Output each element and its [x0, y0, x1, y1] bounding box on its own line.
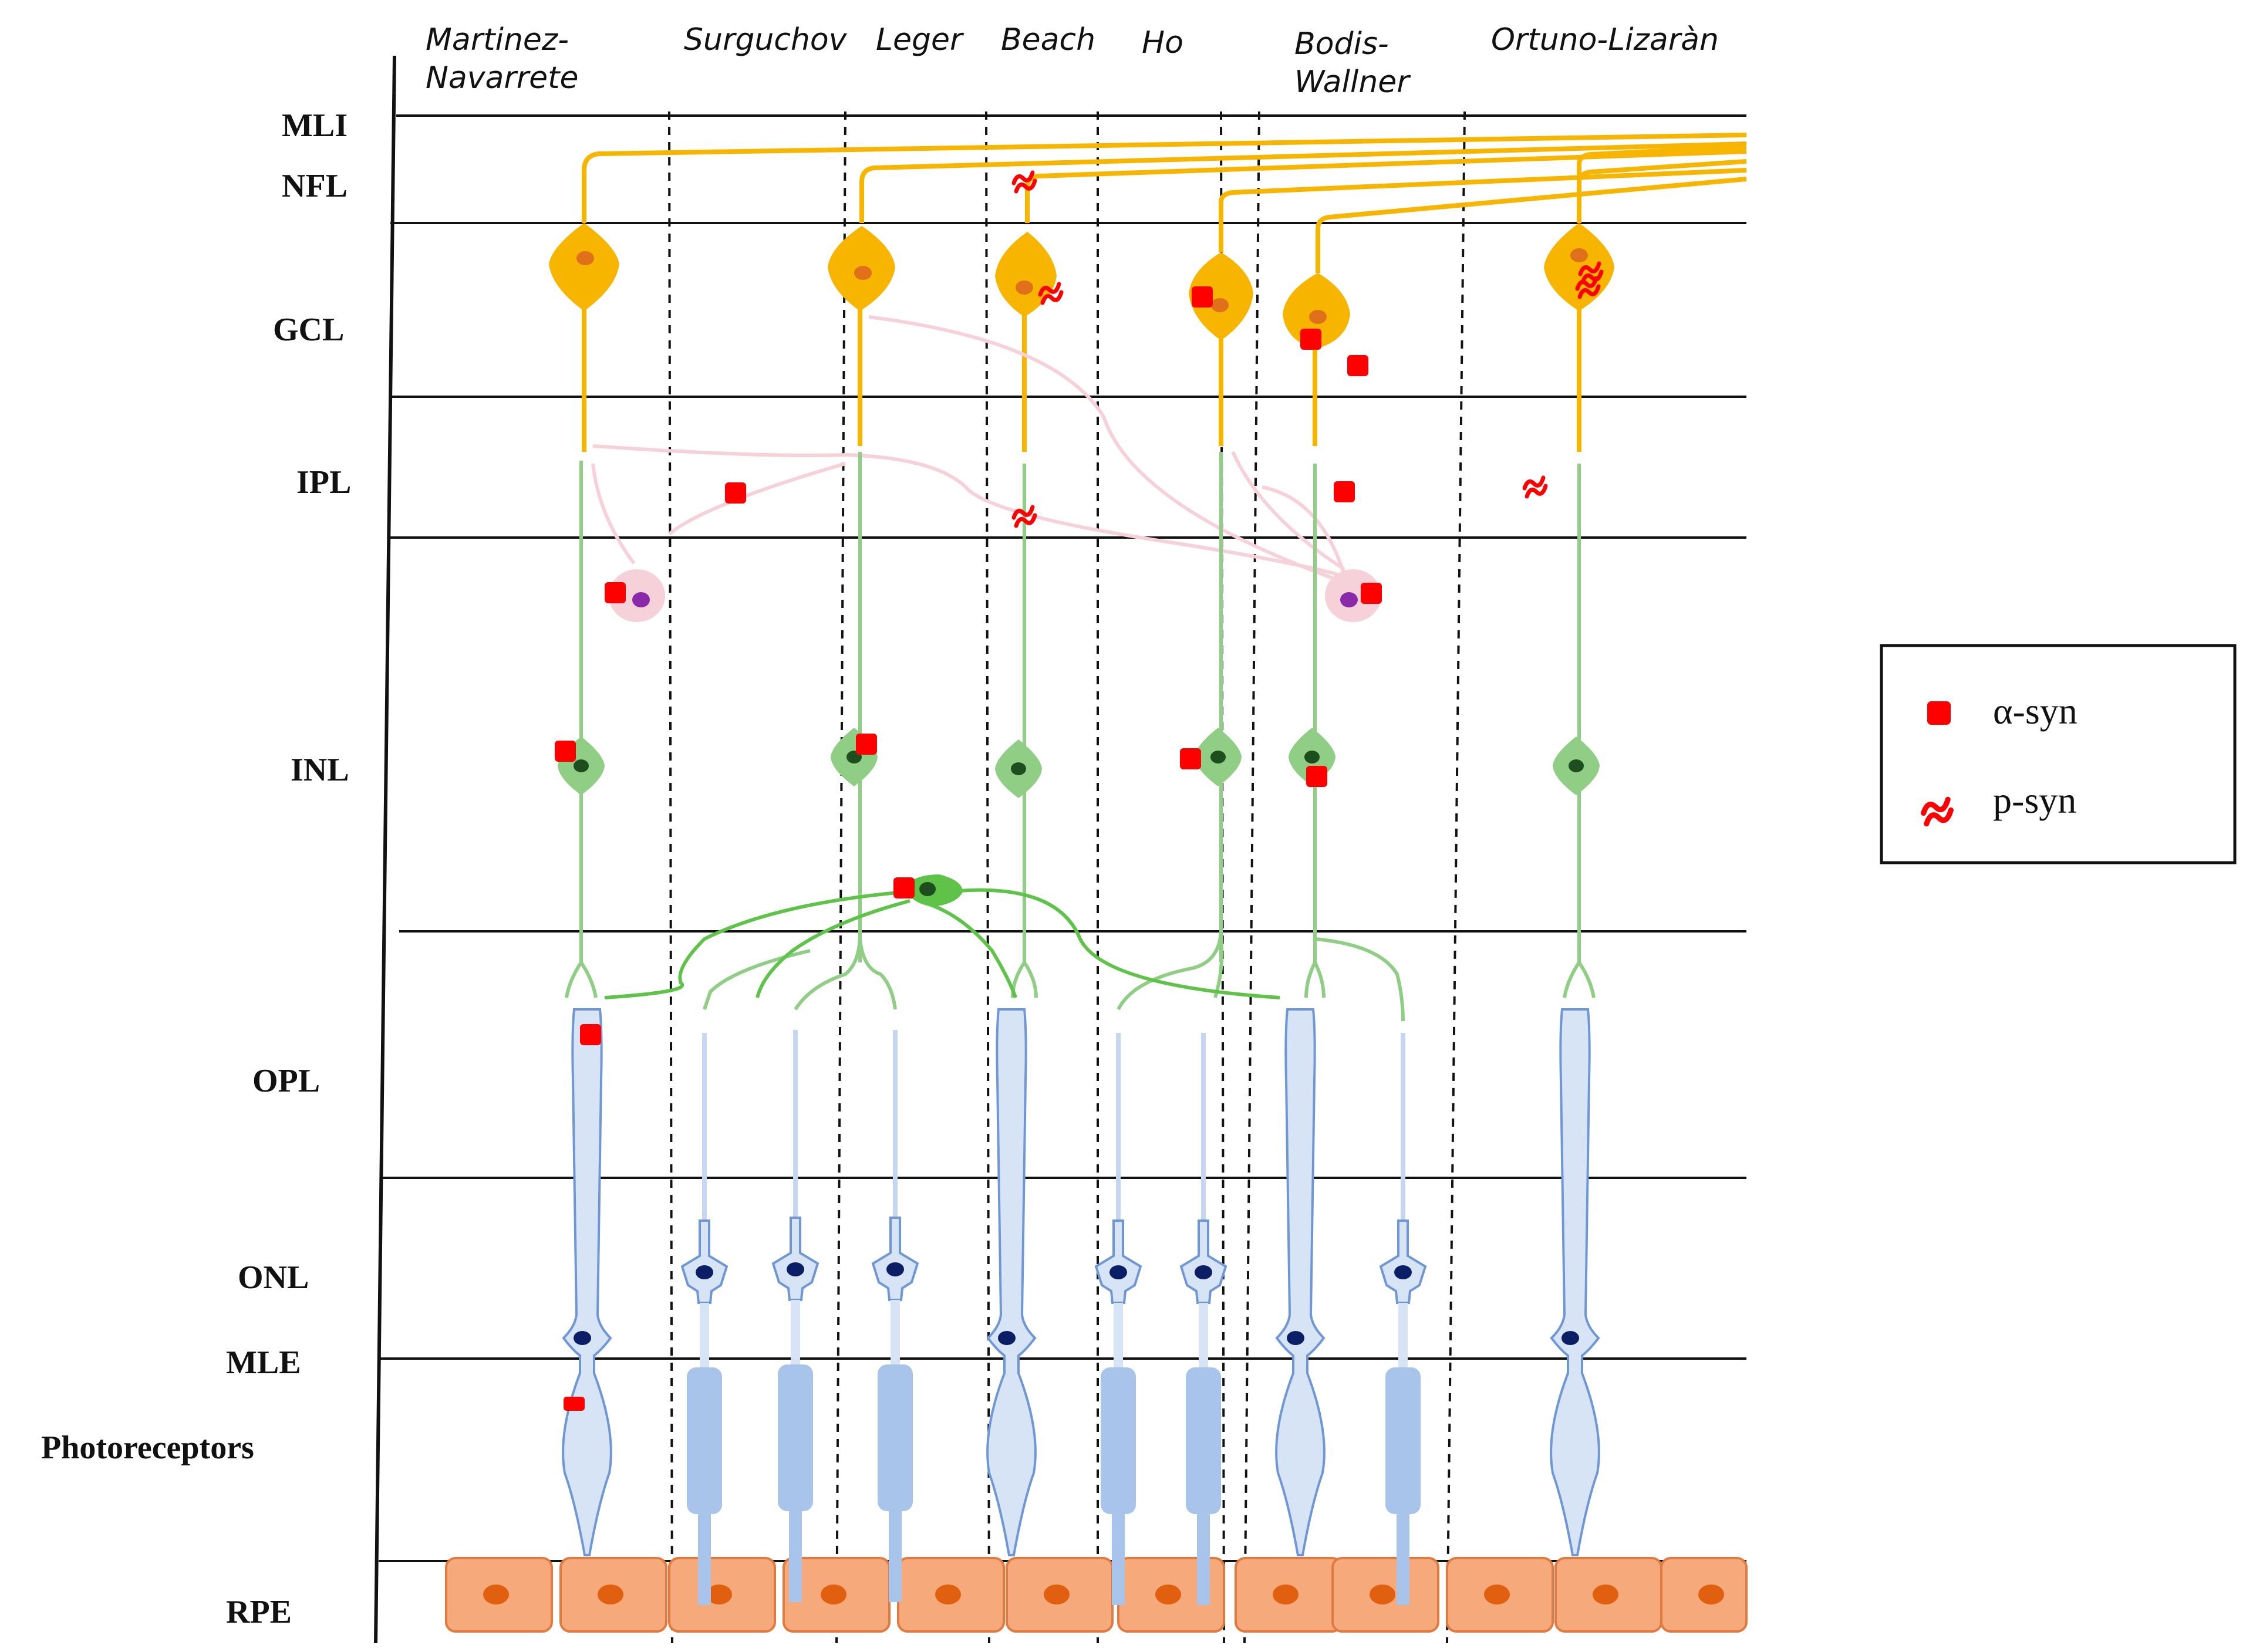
author-leger: Leger [876, 22, 964, 58]
layer-label-gcl: GCL [273, 312, 344, 348]
legend-alpha-syn-label: α-syn [1993, 690, 2077, 732]
layer-label-onl: ONL [238, 1259, 309, 1296]
rpe-nucleus [1698, 1585, 1724, 1604]
amacrine-processes [591, 315, 1351, 580]
rpe-nucleus [1273, 1585, 1299, 1604]
rpe-nucleus [706, 1585, 732, 1604]
rpe-nucleus [1484, 1585, 1510, 1604]
author-bodis-wallner-line2: Wallner [1294, 65, 1411, 100]
rpe-nucleus [935, 1585, 961, 1604]
ganglion-dendrites [582, 293, 1581, 452]
layer-labels: MLI NFL GCL IPL INL OPL ONL MLE Photorec… [41, 107, 351, 1630]
rpe-nucleus [483, 1585, 509, 1604]
layer-label-mle: MLE [226, 1344, 301, 1381]
axis-line [374, 55, 396, 1644]
bipolar-cells [558, 728, 1600, 798]
author-ortuno-lizaran: Ortuno-Lizaràn [1491, 22, 1719, 58]
bipolar-processes [565, 452, 1596, 1022]
legend: α-syn p-syn [1880, 644, 2237, 864]
author-bodis-wallner-line1: Bodis- [1294, 26, 1389, 62]
rpe-cells [445, 1557, 1748, 1633]
rpe-nucleus [598, 1585, 623, 1604]
legend-alpha-syn-swatch [1927, 701, 1951, 725]
layer-label-rpe: RPE [226, 1594, 292, 1630]
author-surguchov: Surguchov [684, 22, 848, 58]
rpe-nucleus [1155, 1585, 1181, 1604]
horizontal-processes [604, 888, 1280, 999]
horizontal-cell-nucleus [919, 882, 936, 896]
alpha-syn-markers [555, 286, 1382, 1411]
layer-label-nfl: NFL [282, 168, 348, 204]
layer-label-opl: OPL [252, 1063, 320, 1099]
author-martinez-navarrete-line2: Navarrete [426, 60, 579, 96]
rpe-nucleus [1593, 1585, 1618, 1604]
amacrine-cells [609, 569, 1381, 622]
author-labels: Martinez- Navarrete Surguchov Leger Beac… [426, 22, 1719, 100]
rpe-nucleus [1370, 1585, 1395, 1604]
author-ho: Ho [1142, 25, 1183, 60]
rpe-nucleus [821, 1585, 846, 1604]
layer-label-photoreceptors: Photoreceptors [41, 1430, 254, 1466]
layer-label-mli: MLI [282, 107, 348, 144]
author-martinez-navarrete-line1: Martinez- [426, 22, 569, 58]
legend-box [1880, 644, 2237, 864]
author-beach: Beach [1001, 22, 1095, 58]
ganglion-nuclei [576, 248, 1588, 324]
rpe-nucleus [1044, 1585, 1070, 1604]
layer-label-inl: INL [291, 752, 349, 788]
ganglion-cells [549, 223, 1614, 349]
legend-p-syn-label: p-syn [1993, 779, 2076, 821]
layer-label-ipl: IPL [296, 464, 351, 501]
